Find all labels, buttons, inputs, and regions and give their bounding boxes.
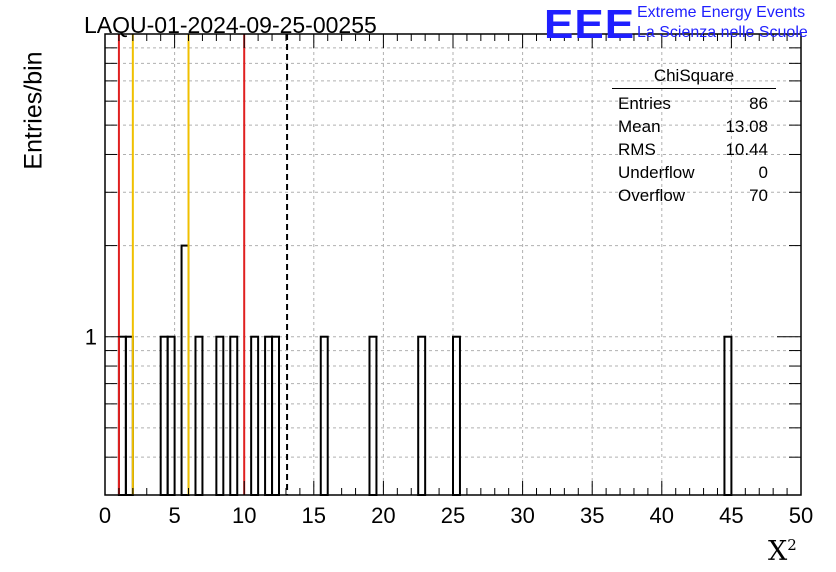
histogram-bar xyxy=(452,335,461,496)
x-tick-label: 30 xyxy=(510,503,534,528)
stats-row-rms: RMS 10.44 xyxy=(618,140,768,159)
histogram-bar xyxy=(417,335,427,496)
x-tick-label: 45 xyxy=(719,503,743,528)
histogram-bar xyxy=(124,335,134,496)
stats-row-overflow: Overflow 70 xyxy=(618,186,768,205)
histogram-bar xyxy=(271,335,281,496)
y-tick-label: 1 xyxy=(85,325,97,350)
histogram-bar xyxy=(117,335,127,496)
x-tick-label: 0 xyxy=(99,503,111,528)
reference-lines xyxy=(117,34,289,495)
x-tick-label: 40 xyxy=(650,503,674,528)
x-tick-label: 10 xyxy=(232,503,256,528)
histogram-bar xyxy=(723,335,733,496)
x-tick-label: 50 xyxy=(789,503,813,528)
x-tick-label: 25 xyxy=(441,503,465,528)
stats-header: ChiSquare xyxy=(612,66,776,89)
histogram-bar xyxy=(319,335,329,496)
logo-line-2: La Scienza nelle Scuole xyxy=(637,24,808,41)
logo-line-1: Extreme Energy Events xyxy=(637,4,806,21)
histogram-bar xyxy=(194,335,204,496)
x-tick-label: 35 xyxy=(580,503,604,528)
histogram-bar xyxy=(368,335,378,496)
histogram-bar xyxy=(250,335,260,496)
histogram-bar xyxy=(166,335,176,496)
y-axis-label: Entries/bin xyxy=(19,51,48,170)
histogram-bar xyxy=(215,335,225,496)
axis-ticks: 0 5 10 15 20 25 30 35 40 45 50 1 xyxy=(85,33,813,528)
stats-row-entries: Entries 86 xyxy=(618,94,768,113)
histogram-bar xyxy=(159,335,169,496)
stats-row-mean: Mean 13.08 xyxy=(618,117,768,136)
x-tick-label: 20 xyxy=(371,503,395,528)
stats-row-underflow: Underflow 0 xyxy=(618,163,768,182)
x-tick-label: 5 xyxy=(168,503,180,528)
chart-title: LAQU-01-2024-09-25-00255 xyxy=(84,12,377,38)
x-axis-label: X2 xyxy=(768,536,797,567)
eee-logo: EEE xyxy=(544,2,636,48)
x-tick-label: 15 xyxy=(302,503,326,528)
histogram-bar xyxy=(264,335,274,496)
histogram-bar xyxy=(229,335,239,496)
stats-box: ChiSquare Entries 86 Mean 13.08 RMS 10.44 U… xyxy=(612,66,776,207)
